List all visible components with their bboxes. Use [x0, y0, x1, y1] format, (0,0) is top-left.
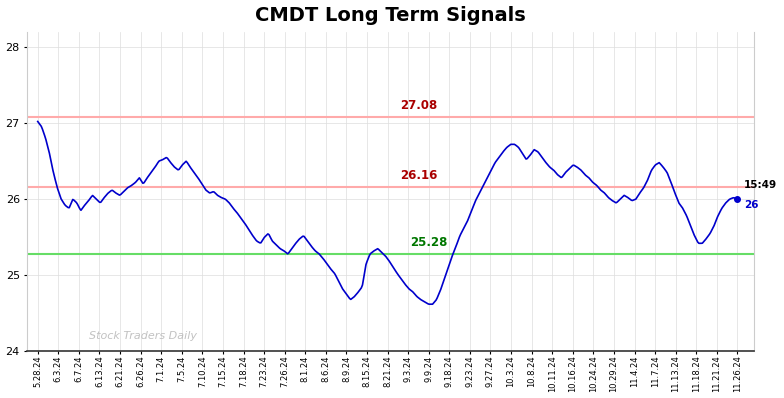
Text: 26.16: 26.16: [400, 170, 437, 182]
Text: 25.28: 25.28: [410, 236, 448, 250]
Text: Stock Traders Daily: Stock Traders Daily: [89, 331, 198, 341]
Title: CMDT Long Term Signals: CMDT Long Term Signals: [256, 6, 526, 25]
Text: 15:49: 15:49: [744, 180, 777, 191]
Text: 27.08: 27.08: [400, 100, 437, 112]
Text: 26: 26: [744, 200, 758, 210]
